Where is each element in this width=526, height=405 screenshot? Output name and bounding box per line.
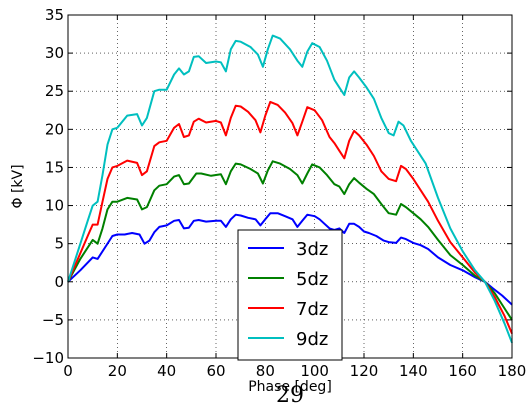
x-tick-label: 20 <box>108 362 127 380</box>
y-tick-label: −5 <box>42 311 64 329</box>
legend-label-7dz: 7dz <box>296 299 328 320</box>
series-line-7dz <box>67 100 513 334</box>
x-tick-label: 60 <box>206 362 225 380</box>
x-tick-label: 120 <box>350 362 379 380</box>
y-axis-label: Φ [kV] <box>10 164 26 208</box>
y-tick-label: −10 <box>32 349 64 367</box>
y-tick-label: 5 <box>54 235 64 253</box>
x-tick-label: 100 <box>300 362 329 380</box>
x-tick-label: 80 <box>256 362 275 380</box>
series-line-9dz <box>67 34 513 344</box>
y-tick-label: 20 <box>45 120 64 138</box>
legend-label-5dz: 5dz <box>296 269 328 290</box>
y-tick-label: 35 <box>45 6 64 24</box>
x-axis-label: Phase [deg] <box>248 379 332 395</box>
x-tick-label: 140 <box>399 362 428 380</box>
y-tick-label: 10 <box>45 197 64 215</box>
y-tick-label: 0 <box>54 273 64 291</box>
x-tick-label: 40 <box>157 362 176 380</box>
page-number: 29 <box>276 383 304 405</box>
legend-label-9dz: 9dz <box>296 329 328 350</box>
series-line-3dz <box>67 212 513 306</box>
x-tick-label: 180 <box>498 362 526 380</box>
x-tick-label: 0 <box>63 362 73 380</box>
series-line-5dz <box>67 160 513 321</box>
y-tick-label: 30 <box>45 44 64 62</box>
legend-label-3dz: 3dz <box>296 239 328 260</box>
series-lines <box>67 34 513 344</box>
legend: 3dz 5dz 7dz 9dz <box>237 229 343 361</box>
y-tick-label: 25 <box>45 82 64 100</box>
y-axis-ticks: −10 −5 0 5 10 15 20 25 30 35 <box>32 6 512 367</box>
x-tick-label: 160 <box>448 362 477 380</box>
y-tick-label: 15 <box>45 158 64 176</box>
